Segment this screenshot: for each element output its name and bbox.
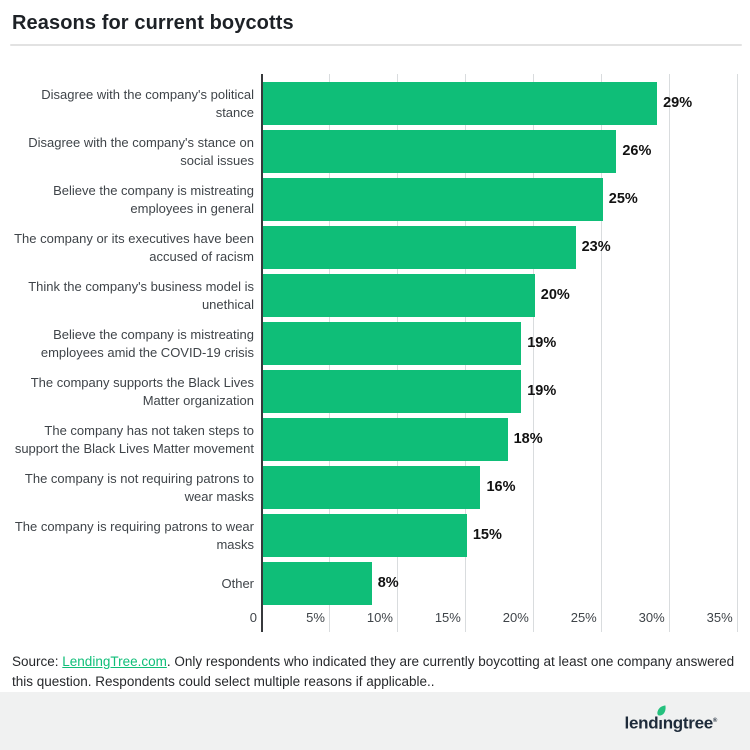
lendingtree-logo: lend ıngtree® bbox=[624, 704, 717, 734]
category-label: Disagree with the company's stance on so… bbox=[28, 134, 254, 168]
bar bbox=[263, 82, 658, 125]
value-label: 15% bbox=[472, 526, 502, 543]
bar bbox=[263, 370, 522, 413]
category-label: The company is not requiring patrons to … bbox=[24, 470, 254, 504]
value-label: 18% bbox=[513, 430, 543, 447]
logo-text-1: lend bbox=[624, 713, 659, 733]
bar bbox=[263, 274, 535, 317]
bar bbox=[263, 418, 508, 461]
category-label: The company or its executives have been … bbox=[14, 230, 254, 264]
bar bbox=[263, 130, 617, 173]
source-link[interactable]: LendingTree.com bbox=[62, 653, 167, 669]
x-tick-label: 5% bbox=[306, 610, 325, 625]
category-label: The company supports the Black Lives Mat… bbox=[30, 374, 254, 408]
value-label: 8% bbox=[377, 574, 399, 591]
value-label: 19% bbox=[527, 382, 557, 399]
x-tick-label: 20% bbox=[502, 610, 529, 625]
value-label: 16% bbox=[486, 478, 516, 495]
category-label: Believe the company is mistreating emplo… bbox=[40, 326, 254, 360]
x-tick-label: 30% bbox=[638, 610, 665, 625]
page-title: Reasons for current boycotts bbox=[12, 12, 294, 34]
category-label: Think the company's business model is un… bbox=[28, 278, 254, 312]
bar bbox=[263, 178, 603, 221]
x-tick-label: 25% bbox=[570, 610, 597, 625]
leaf-icon bbox=[657, 704, 666, 716]
source-note: Source: LendingTree.com. Only respondent… bbox=[12, 652, 742, 692]
grid-line bbox=[737, 74, 739, 632]
value-label: 25% bbox=[608, 190, 638, 207]
bar bbox=[263, 514, 467, 557]
value-label: 23% bbox=[581, 238, 611, 255]
bar bbox=[263, 322, 522, 365]
category-label: The company is requiring patrons to wear… bbox=[14, 518, 254, 552]
category-label: Believe the company is mistreating emplo… bbox=[53, 182, 254, 216]
logo-text-2: ngtree bbox=[662, 713, 713, 733]
bar bbox=[263, 466, 481, 509]
value-label: 29% bbox=[663, 94, 693, 111]
bar bbox=[263, 226, 576, 269]
category-label: Disagree with the company's political st… bbox=[41, 86, 254, 120]
x-tick-label: 0 bbox=[249, 610, 257, 625]
x-tick-label: 15% bbox=[434, 610, 461, 625]
source-suffix: . Only respondents who indicated they ar… bbox=[12, 653, 735, 689]
footer-bar: lend ıngtree® bbox=[0, 692, 750, 750]
x-tick-label: 35% bbox=[706, 610, 733, 625]
value-label: 19% bbox=[527, 334, 557, 351]
grid-line bbox=[669, 74, 671, 632]
grid-line bbox=[601, 74, 603, 632]
grid-line bbox=[533, 74, 535, 632]
category-label: The company has not taken steps to suppo… bbox=[14, 422, 254, 456]
y-axis-line bbox=[261, 74, 263, 632]
x-tick-label: 10% bbox=[366, 610, 393, 625]
title-divider bbox=[10, 44, 742, 46]
value-label: 20% bbox=[540, 286, 570, 303]
bar bbox=[263, 562, 372, 605]
source-prefix: Source: bbox=[12, 653, 63, 669]
value-label: 26% bbox=[622, 142, 652, 159]
category-label: Other bbox=[221, 575, 254, 591]
logo-letter-i: ı bbox=[657, 704, 666, 734]
trademark-symbol: ® bbox=[712, 718, 717, 724]
